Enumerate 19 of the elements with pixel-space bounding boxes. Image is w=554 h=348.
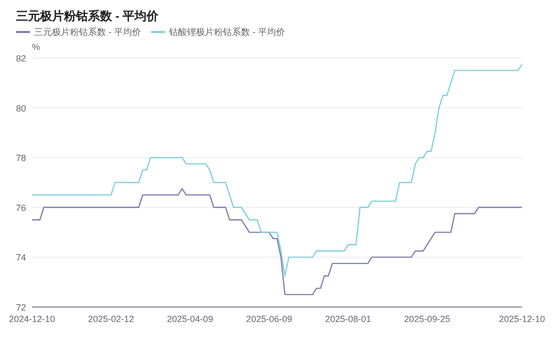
x-tick-label: 2025-09-25 xyxy=(404,314,450,324)
y-tick-label: 74 xyxy=(16,252,26,263)
y-tick-label: 72 xyxy=(16,302,26,312)
y-tick-label: 80 xyxy=(16,103,26,114)
chart-title: 三元极片粉钴系数 - 平均价 xyxy=(16,9,160,23)
legend-label: 钴酸锂极片粉钴系数 - 平均价 xyxy=(168,27,285,37)
y-tick-label: 76 xyxy=(16,202,26,213)
x-tick-label: 2024-12-10 xyxy=(8,314,56,324)
legend-label: 三元极片粉钴系数 - 平均价 xyxy=(34,27,141,37)
y-tick-label: 82 xyxy=(16,54,26,64)
x-tick-label: 2025-12-10 xyxy=(498,314,546,324)
line-series xyxy=(31,64,523,276)
x-tick-label: 2025-06-09 xyxy=(246,314,292,324)
x-tick-label: 2025-02-12 xyxy=(88,314,134,324)
y-axis-title: % xyxy=(32,42,40,52)
x-tick-label: 2025-04-09 xyxy=(167,314,214,324)
y-tick-label: 78 xyxy=(16,153,26,164)
x-tick-label: 2025-08-01 xyxy=(325,314,372,324)
line-series xyxy=(31,188,523,296)
